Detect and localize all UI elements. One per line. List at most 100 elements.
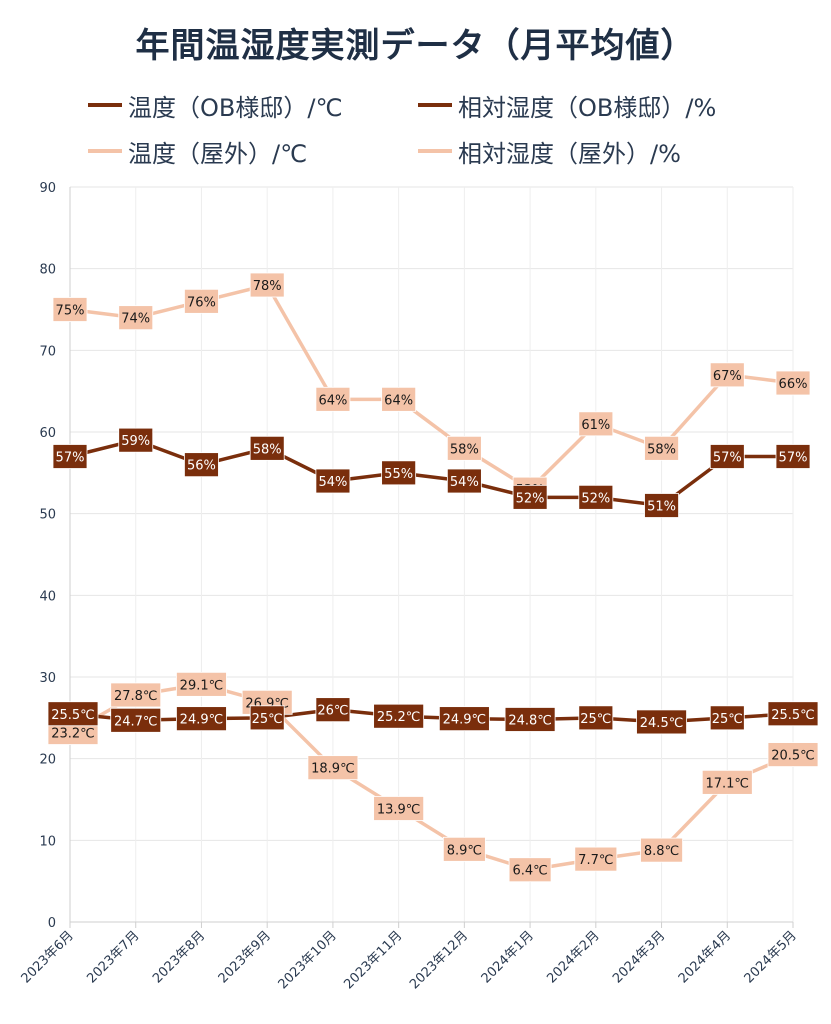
data-label-text: 67% xyxy=(713,369,742,384)
legend-swatch xyxy=(418,103,452,107)
data-label: 51% xyxy=(644,493,679,518)
data-label-box xyxy=(110,707,162,733)
data-label: 25.5℃ xyxy=(767,701,819,727)
data-label-box xyxy=(775,370,811,396)
chart-title: 年間温湿度実測データ（月平均値） xyxy=(135,26,696,66)
data-label-box xyxy=(373,796,425,821)
x-axis: 2023年6月 2023年7月 2023年8月 2023年9月 2023年10月 2023… xyxy=(19,921,800,992)
x-tick-label: 2024年1月 xyxy=(479,928,537,986)
y-tick-label: 30 xyxy=(39,671,56,686)
y-tick-label: 60 xyxy=(39,426,56,441)
legend: 温度（OB様邸）/℃ 相対湿度（OB様邸）/% 温度（屋外）/℃ 相対湿度（屋外… xyxy=(88,88,808,178)
data-label-box xyxy=(176,706,227,732)
data-label-text: 64% xyxy=(384,393,413,408)
data-label-text: 24.5℃ xyxy=(640,716,684,731)
data-label-text: 51% xyxy=(647,500,676,515)
data-label: 8.9℃ xyxy=(442,836,486,862)
y-tick-label: 50 xyxy=(39,508,56,523)
legend-item-ob-temp: 温度（OB様邸）/℃ xyxy=(88,88,342,122)
data-label-text: 24.8℃ xyxy=(508,713,552,728)
data-label-box xyxy=(504,707,556,732)
series-lines xyxy=(69,283,794,872)
data-label: 27.8℃ xyxy=(110,682,162,708)
data-label-box xyxy=(578,705,614,731)
y-tick-label: 80 xyxy=(39,263,56,278)
data-label: 58% xyxy=(446,435,482,461)
data-label-box xyxy=(709,705,745,731)
x-tick-label: 2023年8月 xyxy=(150,928,208,986)
data-label: 74% xyxy=(118,305,154,331)
legend-item-outdoor-temp: 温度（屋外）/℃ xyxy=(88,134,307,168)
data-label: 25.5℃ xyxy=(47,701,99,727)
data-label: 75% xyxy=(52,297,88,322)
data-label-text: 25.5℃ xyxy=(771,708,815,723)
data-label: 24.9℃ xyxy=(438,706,490,732)
data-label-text: 25℃ xyxy=(712,712,743,727)
data-label-box xyxy=(701,769,753,795)
data-label: 52% xyxy=(578,484,614,510)
data-label-box xyxy=(446,468,482,494)
data-label-box xyxy=(110,682,162,708)
data-label-text: 59% xyxy=(121,434,150,449)
data-label-box xyxy=(508,857,552,883)
y-tick-label: 20 xyxy=(39,753,56,768)
data-label-text: 56% xyxy=(187,459,216,474)
data-label-text: 7.7℃ xyxy=(578,853,613,868)
data-label-box xyxy=(118,427,154,453)
data-label-text: 58% xyxy=(253,442,282,457)
data-label-box xyxy=(52,444,88,469)
data-label: 25℃ xyxy=(709,705,745,731)
data-label-box xyxy=(446,435,482,461)
data-label-text: 29.1℃ xyxy=(180,678,224,693)
data-label: 57% xyxy=(775,444,811,469)
data-label: 57% xyxy=(52,444,88,469)
legend-swatch xyxy=(88,149,122,153)
data-label: 17.1℃ xyxy=(701,769,753,795)
data-label-text: 25.2℃ xyxy=(377,710,421,725)
data-label: 57% xyxy=(709,444,745,469)
data-label-box xyxy=(176,671,227,697)
legend-label: 相対湿度（屋外）/% xyxy=(458,139,681,168)
data-label: 66% xyxy=(775,370,811,396)
data-label-text: 58% xyxy=(647,442,676,457)
x-tick-label: 2023年9月 xyxy=(216,928,274,986)
data-label-text: 24.9℃ xyxy=(180,713,224,728)
data-label-box xyxy=(249,705,285,731)
data-label: 29.1℃ xyxy=(176,671,227,697)
data-label: 76% xyxy=(184,288,219,314)
data-label-box xyxy=(52,297,88,322)
data-label-text: 13.9℃ xyxy=(377,802,421,817)
data-label-text: 25℃ xyxy=(252,712,283,727)
x-tick-label: 2023年7月 xyxy=(84,928,142,986)
x-tick-label: 2024年2月 xyxy=(544,928,602,986)
data-label-text: 54% xyxy=(318,475,347,490)
legend-label: 温度（OB様邸）/℃ xyxy=(128,93,343,122)
data-label-text: 24.9℃ xyxy=(443,713,487,728)
data-label: 24.8℃ xyxy=(504,707,556,732)
data-label-box xyxy=(184,288,219,314)
data-label: 61% xyxy=(578,411,614,437)
data-label-box xyxy=(315,697,351,723)
data-label: 54% xyxy=(446,468,482,494)
data-label: 25℃ xyxy=(249,705,285,731)
data-label-text: 55% xyxy=(384,467,413,482)
data-label-box xyxy=(644,493,679,518)
x-tick-label: 2024年4月 xyxy=(676,928,734,986)
data-label: 13.9℃ xyxy=(373,796,425,821)
data-label-text: 66% xyxy=(779,377,808,392)
legend-swatch xyxy=(88,103,122,107)
data-label-text: 17.1℃ xyxy=(705,776,749,791)
data-labels: 75%74%76%78%64%64%58%53%61%58%67%66%23.2… xyxy=(47,272,819,883)
data-label-box xyxy=(709,444,745,469)
x-tick-label: 2023年12月 xyxy=(407,928,471,992)
data-label-box xyxy=(315,468,351,494)
series-line-3 xyxy=(69,283,794,491)
data-label-box xyxy=(442,836,486,862)
data-label: 25.2℃ xyxy=(373,703,425,729)
data-label-text: 18.9℃ xyxy=(311,762,355,777)
data-label-text: 8.8℃ xyxy=(644,844,679,859)
data-label-box xyxy=(636,709,687,735)
x-tick-label: 2023年11月 xyxy=(341,928,405,992)
data-label-text: 24.7℃ xyxy=(114,714,158,729)
